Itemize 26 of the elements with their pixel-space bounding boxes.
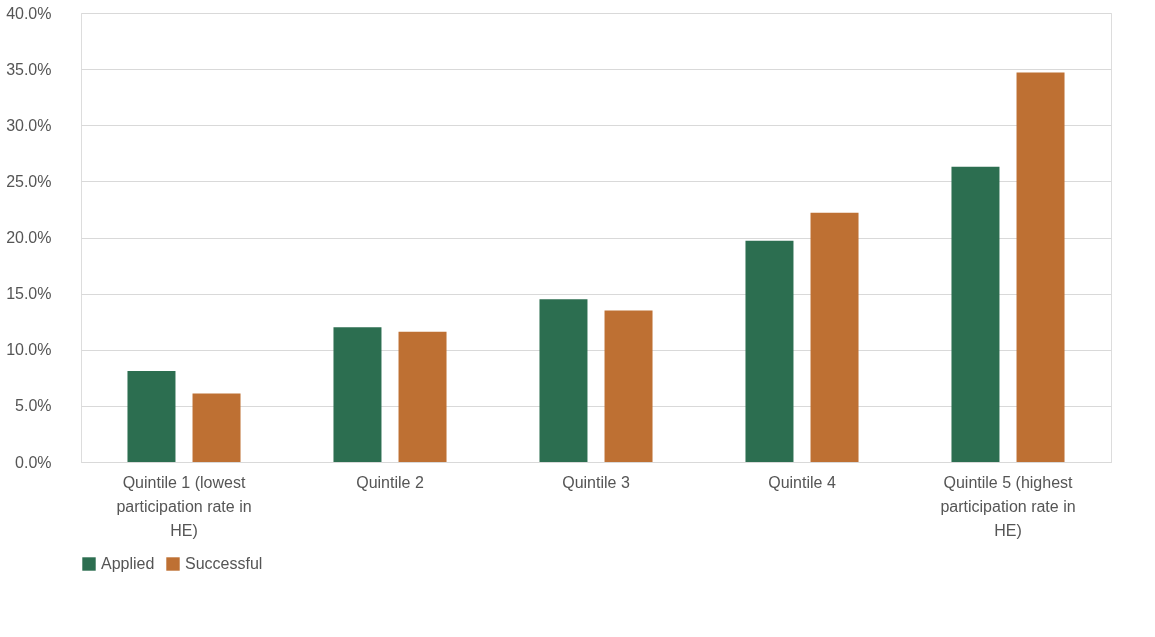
bar [810,212,859,462]
legend-label: Successful [185,555,263,572]
bar [539,299,588,462]
y-tick-label: 15.0% [6,285,52,303]
bar [604,310,653,462]
x-tick-label: Quintile 3 [562,473,630,491]
bar [745,240,794,462]
bar [1016,72,1065,462]
x-tick-label: Quintile 4 [768,473,836,491]
legend-label: Applied [101,555,155,572]
x-tick-label: Quintile 5 (highest participation rate in HE) [940,473,1076,539]
y-tick-label: 10.0% [6,341,52,359]
y-tick-label: 0.0% [15,453,52,471]
x-tick-label: Quintile 1 (lowest participation rate in HE) [116,473,252,539]
bar [951,166,1000,462]
x-tick-label: Quintile 2 [356,473,424,491]
y-tick-label: 35.0% [6,60,52,78]
y-tick-label: 40.0% [6,4,52,22]
bar [333,327,382,462]
bar [192,393,241,462]
bar [127,371,176,462]
y-tick-label: 25.0% [6,172,52,190]
y-tick-label: 20.0% [6,229,52,246]
y-tick-label: 5.0% [15,397,52,415]
bar [398,331,447,462]
y-tick-label: 30.0% [6,116,52,134]
